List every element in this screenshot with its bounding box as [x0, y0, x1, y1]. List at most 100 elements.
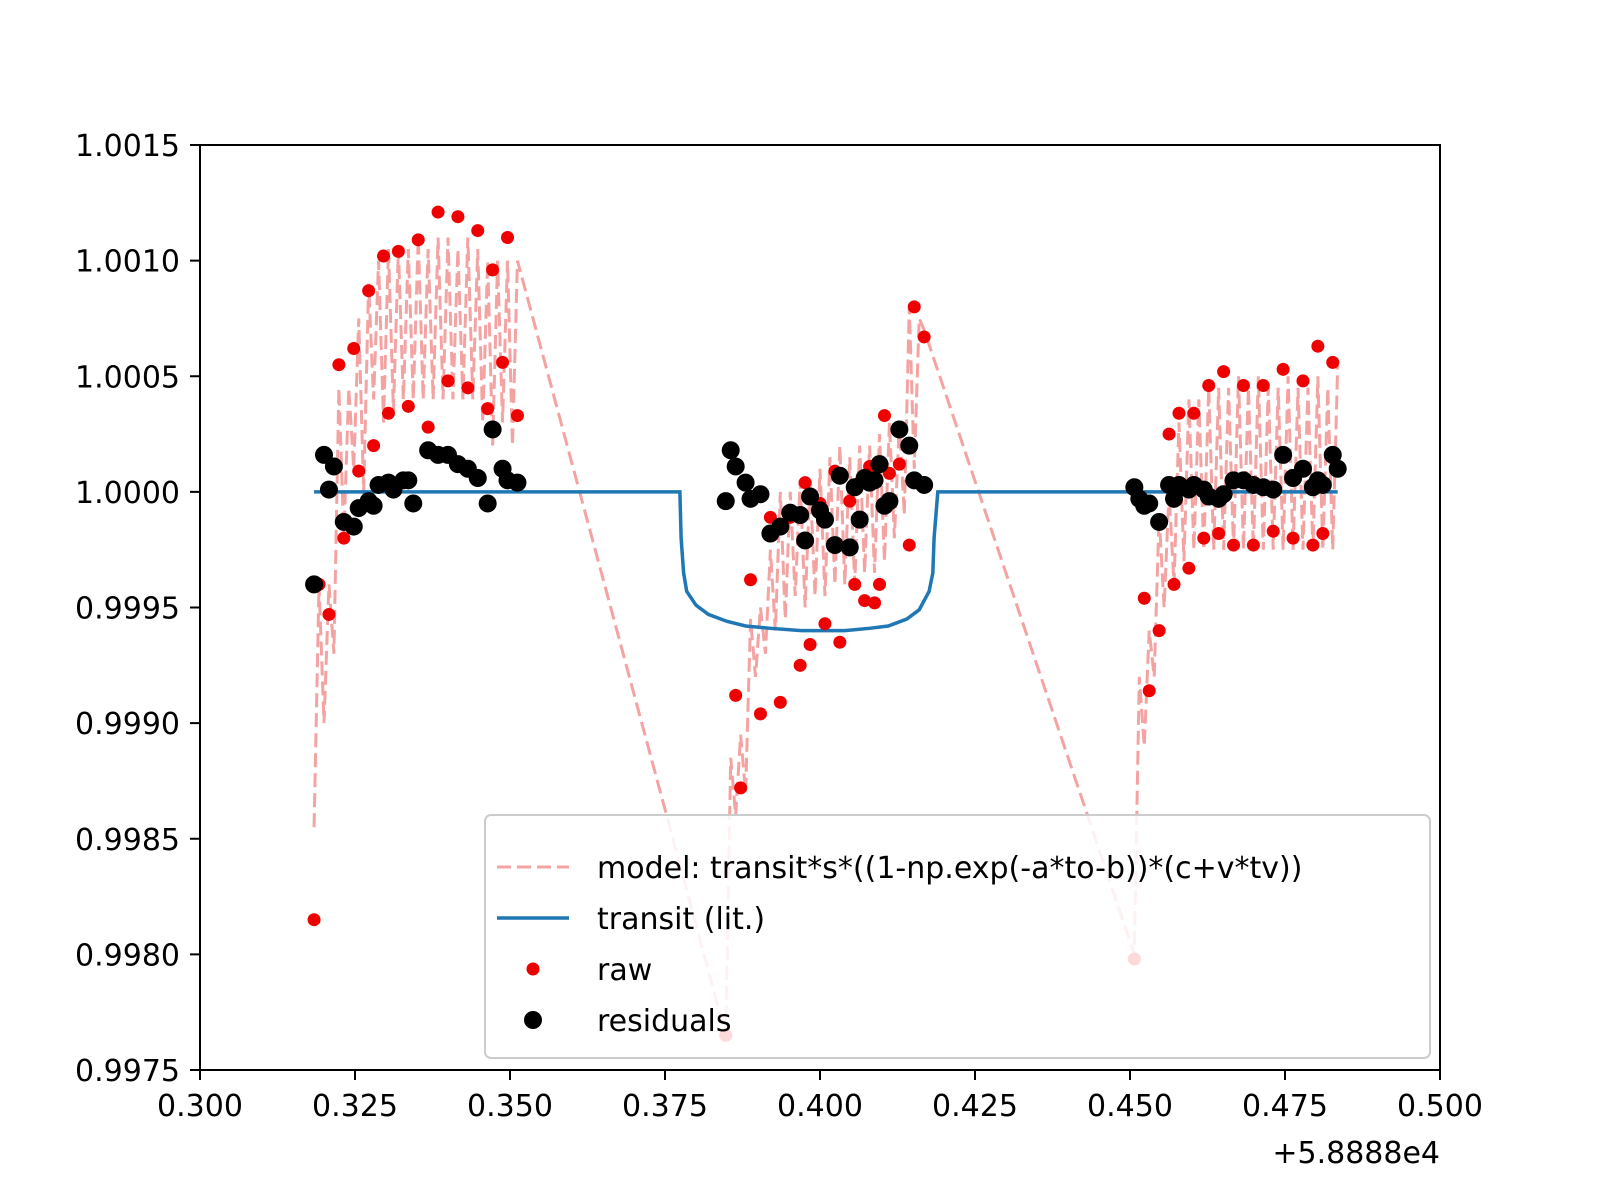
residual-point	[468, 469, 487, 487]
y-tick-label: 1.0015	[75, 129, 180, 164]
residual-point	[478, 494, 497, 513]
raw-point	[1152, 624, 1166, 638]
raw-point	[411, 233, 425, 247]
raw-point	[1316, 527, 1330, 540]
x-tick-label: 0.350	[467, 1089, 553, 1124]
x-tick-label: 0.475	[1242, 1089, 1328, 1124]
raw-point	[907, 300, 921, 314]
raw-point	[510, 409, 524, 423]
raw-point	[1256, 379, 1270, 392]
y-tick-label: 1.0005	[75, 360, 180, 395]
residual-point	[483, 420, 502, 439]
residual-point	[399, 471, 418, 490]
raw-point	[1182, 561, 1196, 575]
raw-point	[902, 538, 916, 552]
residual-point	[830, 466, 849, 485]
raw-point	[1227, 538, 1241, 552]
residual-point	[344, 517, 363, 536]
raw-point	[744, 573, 758, 587]
raw-point	[803, 638, 817, 651]
raw-point	[798, 476, 812, 490]
residual-point	[1165, 489, 1184, 508]
x-tick-label: 0.375	[622, 1089, 708, 1124]
raw-point	[873, 577, 887, 591]
raw-point	[1276, 362, 1290, 376]
residual-point	[726, 457, 745, 476]
raw-point	[773, 695, 787, 709]
legend-label: residuals	[597, 1004, 732, 1039]
x-tick-label: 0.400	[777, 1089, 863, 1124]
residual-point	[1214, 485, 1233, 504]
raw-point	[1236, 379, 1250, 392]
x-tick-label: 0.500	[1397, 1089, 1483, 1124]
residual-point	[865, 471, 884, 490]
residual-point	[801, 487, 820, 506]
raw-point	[391, 244, 405, 258]
residual-point	[791, 506, 810, 524]
residual-point	[1274, 445, 1293, 464]
raw-point	[1212, 527, 1226, 540]
residual-point	[771, 517, 790, 536]
residual-point	[796, 531, 815, 550]
residual-point	[736, 473, 755, 492]
residual-point	[1140, 494, 1159, 513]
residual-point	[508, 473, 527, 492]
residual-point	[1150, 512, 1169, 531]
raw-point	[734, 781, 748, 795]
x-tick-label: 0.325	[312, 1089, 398, 1124]
y-tick-label: 0.9990	[75, 707, 180, 742]
residual-point	[815, 510, 834, 529]
legend-label: model: transit*s*((1-np.exp(-a*to-b))*(c…	[597, 851, 1302, 886]
residual-point	[915, 475, 934, 494]
raw-point	[793, 658, 807, 672]
raw-point	[367, 439, 381, 453]
residual-point	[404, 494, 423, 513]
residual-point	[716, 492, 735, 511]
raw-point	[486, 263, 500, 277]
raw-point	[868, 596, 882, 610]
raw-point	[1197, 531, 1211, 545]
legend-raw-swatch	[526, 962, 540, 976]
transit-line	[314, 490, 1338, 633]
raw-point	[1202, 379, 1216, 392]
raw-point	[858, 594, 872, 608]
raw-point	[307, 913, 321, 927]
raw-point	[401, 399, 415, 413]
raw-point	[833, 635, 847, 649]
residual-point	[364, 496, 383, 515]
raw-point	[753, 707, 767, 721]
residual-point	[305, 575, 324, 594]
raw-point	[471, 224, 485, 238]
raw-point	[917, 330, 931, 344]
raw-point	[1172, 406, 1186, 420]
legend-label: transit (lit.)	[597, 902, 765, 937]
raw-point	[451, 210, 465, 224]
raw-point	[1286, 531, 1300, 545]
residual-point	[1323, 445, 1342, 464]
residual-point	[1313, 475, 1332, 494]
raw-point	[1162, 427, 1176, 441]
residual-point	[880, 492, 899, 511]
raw-point	[461, 381, 475, 395]
legend: model: transit*s*((1-np.exp(-a*to-b))*(c…	[484, 814, 1431, 1059]
plot-area	[305, 205, 1347, 1042]
residual-point	[870, 455, 889, 474]
x-offset-label: +5.8888e4	[1272, 1136, 1440, 1171]
raw-point	[441, 374, 455, 388]
residual-point	[1293, 459, 1312, 478]
residual-point	[319, 480, 338, 499]
raw-point	[1306, 538, 1320, 552]
raw-point	[729, 688, 743, 702]
raw-point	[1296, 374, 1310, 388]
residual-point	[825, 536, 844, 555]
raw-point	[892, 457, 906, 471]
residual-point	[1264, 480, 1283, 499]
y-tick-label: 1.0010	[75, 245, 180, 280]
x-tick-label: 0.425	[932, 1089, 1018, 1124]
raw-point	[877, 409, 891, 423]
raw-point	[496, 355, 510, 369]
residual-point	[900, 436, 919, 455]
raw-point	[352, 464, 366, 478]
